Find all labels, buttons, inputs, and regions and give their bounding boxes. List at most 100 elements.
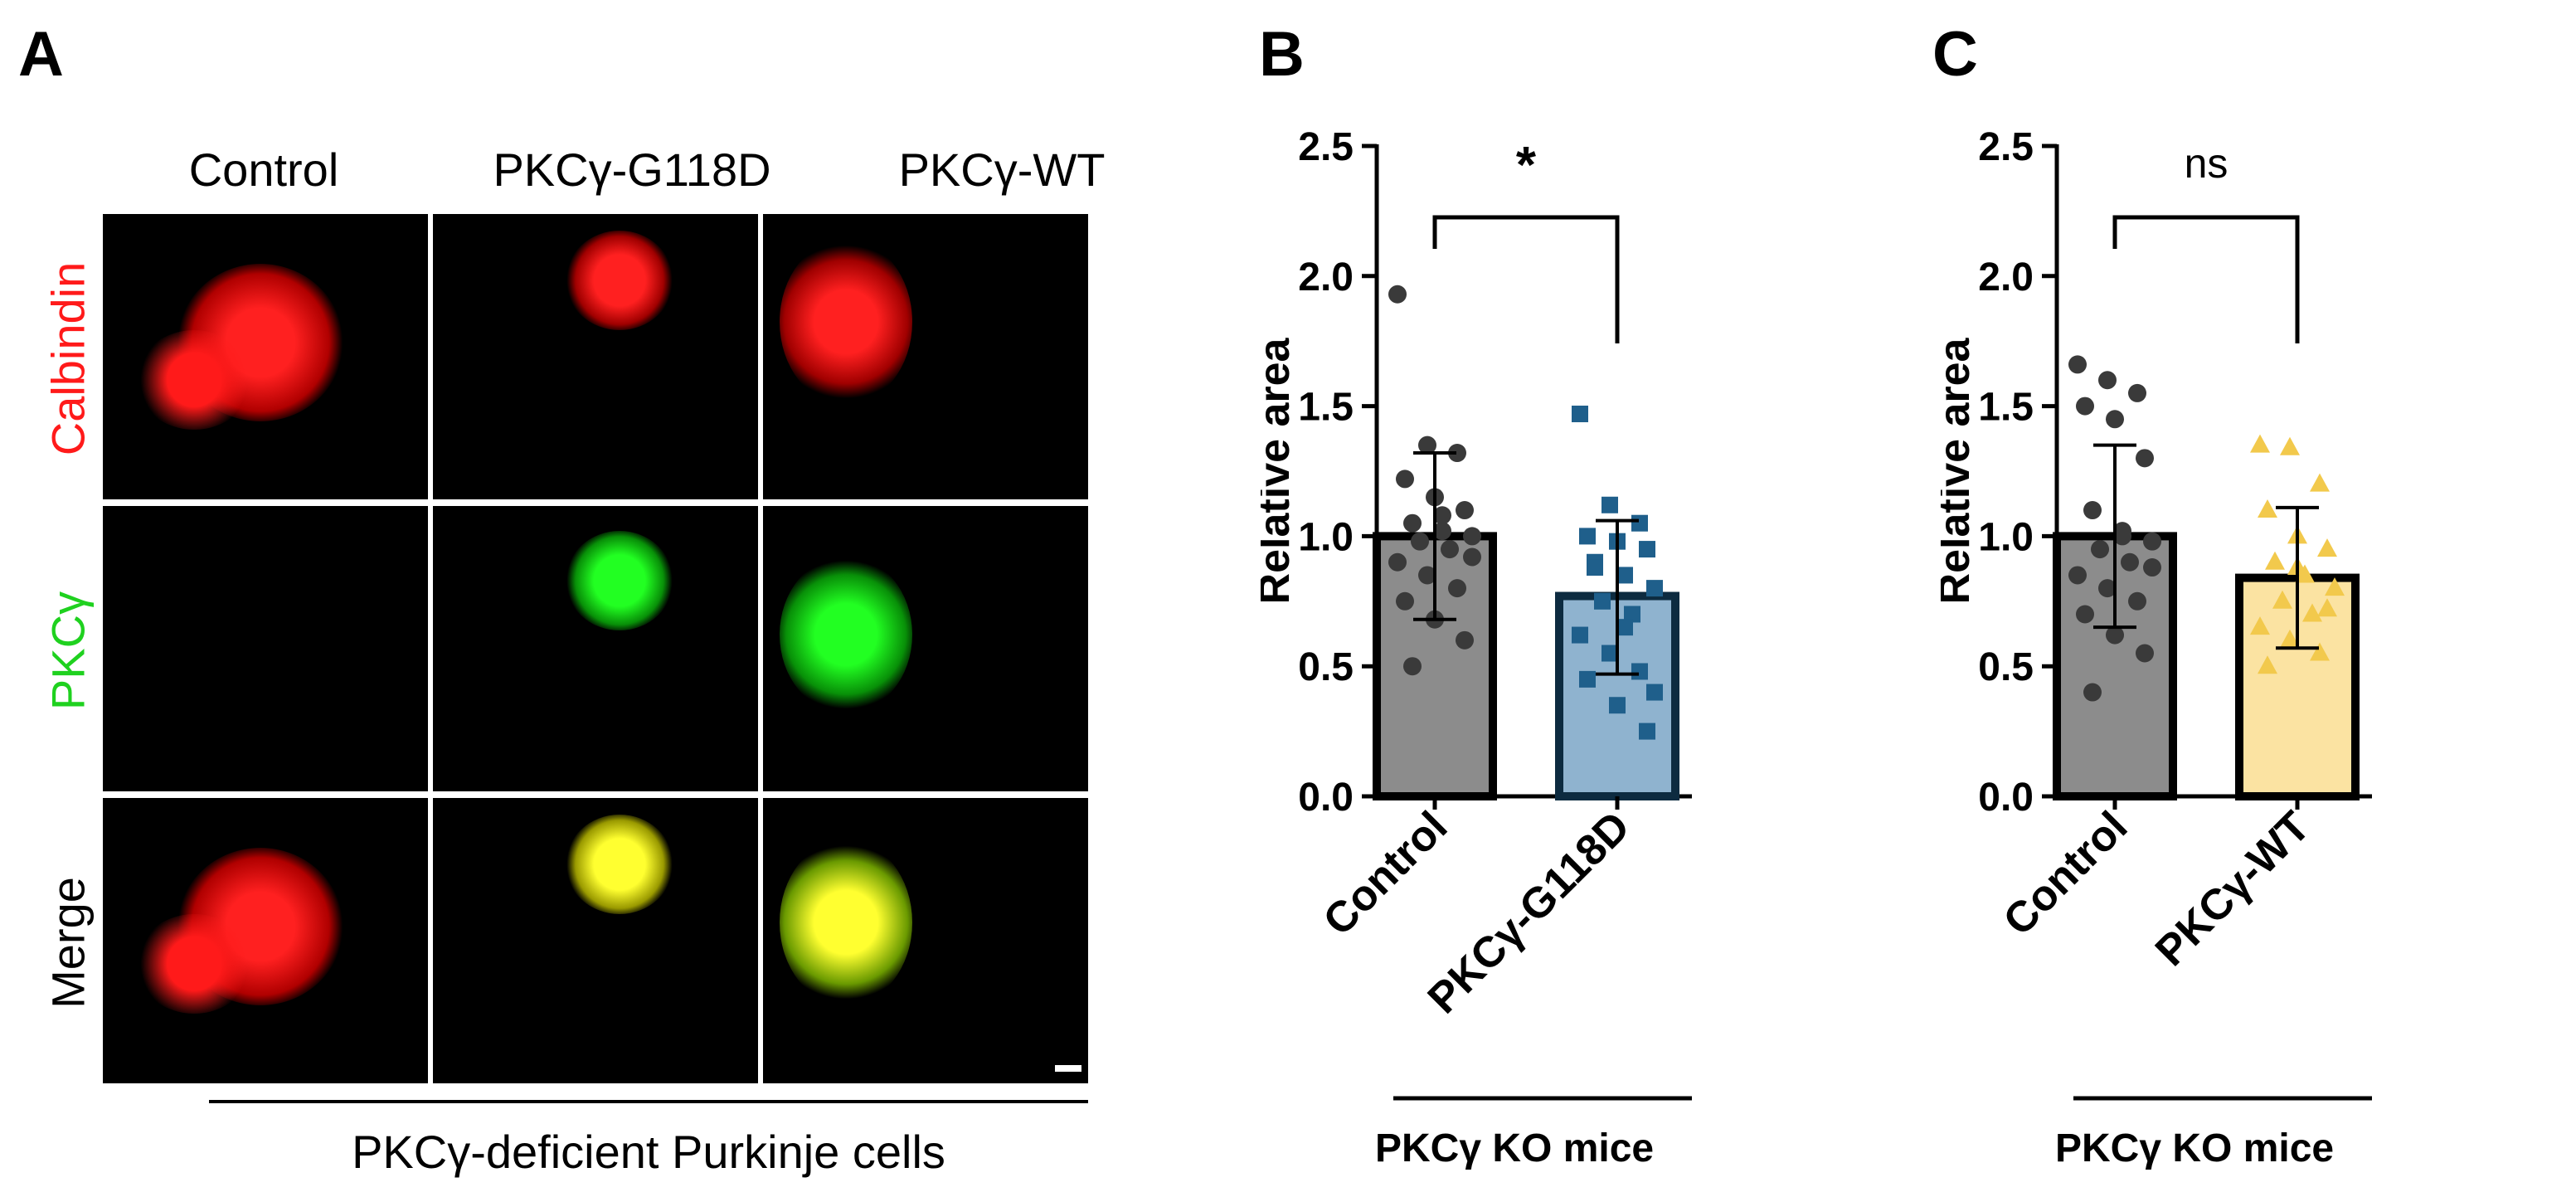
panel-a-caption: PKCγ-deficient Purkinje cells bbox=[352, 1126, 945, 1178]
data-point bbox=[2113, 527, 2131, 546]
micrograph-control-calbindin bbox=[103, 214, 428, 499]
data-point bbox=[2317, 598, 2337, 617]
y-tick-label: 1.5 bbox=[1298, 386, 1354, 430]
micrograph-g118d-calbindin bbox=[433, 214, 758, 499]
data-point bbox=[1616, 567, 1633, 584]
data-point bbox=[2083, 683, 2102, 702]
panel-letter-b: B bbox=[1259, 19, 1305, 90]
data-point bbox=[2136, 644, 2154, 663]
data-point bbox=[1396, 470, 1414, 489]
data-point bbox=[2258, 499, 2277, 518]
data-point bbox=[1448, 579, 1466, 598]
data-point bbox=[2310, 642, 2330, 661]
data-point bbox=[2076, 397, 2094, 416]
data-point bbox=[2121, 552, 2139, 572]
micrograph-wt-merge bbox=[763, 798, 1088, 1083]
micrograph-control-merge bbox=[103, 798, 428, 1083]
row-label-merge: Merge bbox=[41, 877, 95, 1009]
data-point bbox=[1463, 527, 1481, 546]
data-point bbox=[2317, 538, 2337, 557]
y-tick-label: 0.0 bbox=[1978, 776, 2034, 820]
group-label: PKCγ KO mice bbox=[1375, 1126, 1654, 1170]
caption-line bbox=[209, 1100, 1088, 1103]
micrograph-control-pkcg bbox=[103, 506, 428, 791]
data-point bbox=[1616, 619, 1633, 636]
group-label: PKCγ KO mice bbox=[2055, 1126, 2334, 1170]
significance-label: * bbox=[1516, 137, 1537, 194]
significance-label: ns bbox=[2185, 140, 2228, 187]
data-point bbox=[1388, 285, 1407, 304]
data-point bbox=[2083, 501, 2102, 520]
data-point bbox=[1441, 540, 1459, 559]
y-axis-label: Relative area bbox=[1261, 337, 1299, 604]
y-tick-label: 0.5 bbox=[1298, 645, 1354, 689]
data-point bbox=[2128, 591, 2146, 611]
cell-yellow-blob bbox=[566, 815, 673, 914]
data-point bbox=[1572, 406, 1588, 423]
data-point bbox=[1433, 522, 1451, 541]
data-point bbox=[1456, 630, 1474, 650]
y-axis-label: Relative area bbox=[1941, 337, 1979, 604]
data-point bbox=[2106, 625, 2124, 645]
data-point bbox=[2091, 540, 2109, 559]
y-tick-label: 0.0 bbox=[1298, 776, 1354, 820]
data-point bbox=[1624, 606, 1640, 623]
data-point bbox=[1463, 547, 1481, 567]
row-label-pkcg: PKCγ bbox=[41, 591, 95, 711]
data-point bbox=[1403, 657, 1422, 676]
data-point bbox=[2143, 532, 2161, 551]
cell-red-blob bbox=[566, 231, 673, 330]
data-point bbox=[1418, 435, 1436, 455]
y-tick-label: 0.5 bbox=[1978, 645, 2034, 689]
data-point bbox=[1594, 592, 1611, 610]
y-tick-label: 2.5 bbox=[1978, 125, 2034, 169]
data-point bbox=[1601, 496, 1618, 513]
scale-bar bbox=[1055, 1065, 1081, 1072]
data-point bbox=[1456, 501, 1474, 520]
y-tick-label: 2.5 bbox=[1298, 125, 1354, 169]
column-label-wt: PKCγ-WT bbox=[898, 144, 1106, 196]
data-point bbox=[1631, 663, 1648, 680]
cell-yellow-blob bbox=[780, 839, 912, 1005]
micrograph-g118d-pkcg bbox=[433, 506, 758, 791]
panel-letter-c: C bbox=[1932, 19, 1978, 90]
column-label-control: Control bbox=[188, 144, 339, 196]
data-point bbox=[1601, 645, 1618, 662]
significance-bracket bbox=[2112, 215, 2300, 343]
data-point bbox=[1587, 559, 1603, 577]
y-tick-label: 2.0 bbox=[1978, 255, 2034, 299]
data-point bbox=[1646, 580, 1663, 597]
data-point bbox=[1639, 722, 1655, 740]
data-point bbox=[2265, 551, 2285, 570]
y-tick-label: 1.0 bbox=[1978, 515, 2034, 559]
data-point bbox=[1572, 626, 1588, 644]
data-point bbox=[1631, 514, 1648, 532]
data-point bbox=[2098, 579, 2117, 598]
x-tick-label: PKCγ-WT bbox=[2146, 802, 2320, 975]
data-point bbox=[1418, 566, 1436, 585]
y-tick-label: 1.5 bbox=[1978, 386, 2034, 430]
column-label-g118d: PKCγ-G118D bbox=[493, 144, 771, 196]
data-point bbox=[1579, 528, 1596, 545]
chart-b: Relative area 0.0 0.5 1.0 1.5 2.0 2.5 Control PK… bbox=[1261, 125, 1692, 1170]
panel-letter-a: A bbox=[18, 19, 64, 90]
data-point bbox=[2310, 473, 2330, 492]
data-point bbox=[2128, 383, 2146, 402]
cell-red-blob bbox=[136, 914, 252, 1014]
data-point bbox=[2325, 577, 2345, 596]
data-point bbox=[1639, 541, 1655, 558]
micrograph-wt-calbindin bbox=[763, 214, 1088, 499]
data-point bbox=[2280, 629, 2300, 648]
data-point bbox=[2076, 605, 2094, 624]
cell-red-blob bbox=[136, 330, 252, 430]
micrograph-wt-pkcg bbox=[763, 506, 1088, 791]
data-point bbox=[1448, 444, 1466, 463]
data-point bbox=[1609, 697, 1626, 714]
x-tick-label: Control bbox=[1315, 802, 1457, 945]
significance-bracket bbox=[1432, 215, 1620, 343]
data-point bbox=[2106, 410, 2124, 429]
data-point bbox=[2143, 558, 2161, 577]
y-tick-label: 2.0 bbox=[1298, 255, 1354, 299]
x-tick-label: Control bbox=[1995, 802, 2137, 945]
